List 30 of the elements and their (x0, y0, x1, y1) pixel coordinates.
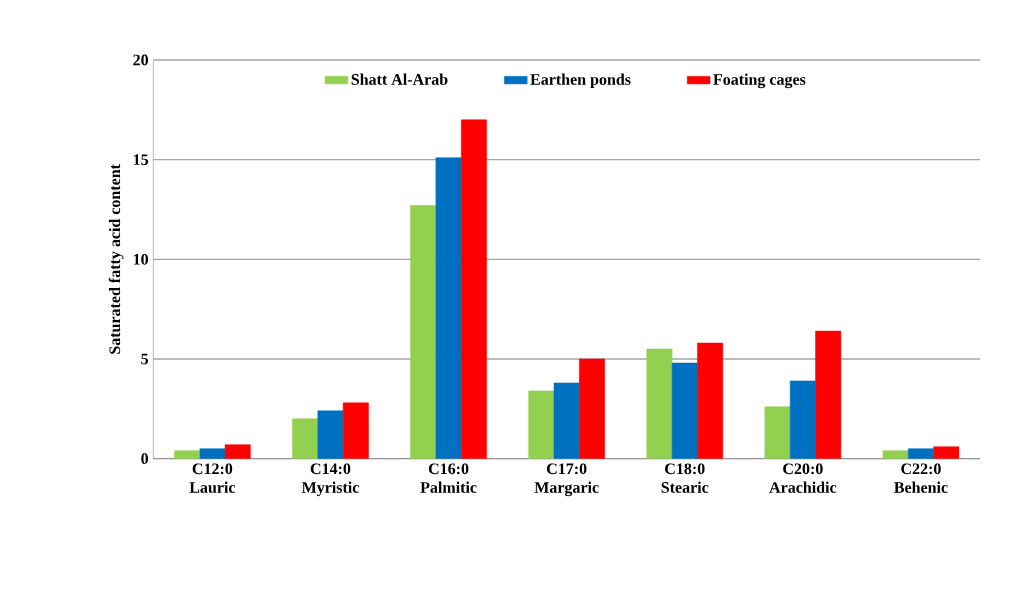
x-tick-label: C12:0 Lauric (189, 463, 236, 493)
legend-label: Earthen ponds (530, 73, 631, 89)
bar (789, 380, 816, 459)
y-tick-label: 20 (133, 54, 149, 66)
y-tick-label: 10 (133, 253, 149, 265)
x-tick-label: C16:0 Palmitic (420, 463, 477, 493)
bar (199, 448, 226, 459)
bar (908, 448, 934, 459)
y-tick-label: 0 (141, 453, 149, 465)
bar (435, 157, 462, 459)
bar (764, 406, 791, 459)
bar (553, 382, 580, 459)
bar (317, 410, 344, 459)
bar (292, 418, 319, 459)
bar (410, 205, 437, 459)
x-tick-label: C18:0 Stearic (661, 463, 709, 493)
legend-label: Shatt Al-Arab (351, 73, 448, 85)
bar (646, 348, 673, 459)
bar (174, 450, 200, 459)
y-tick-label: 5 (141, 353, 149, 365)
bar (671, 362, 698, 459)
y-axis-title: Saturated fatty acid content (108, 164, 124, 354)
x-tick-label: C14:0 Myristic (301, 463, 359, 497)
y-tick-label: 15 (133, 154, 149, 166)
x-tick-label: C22:0 Behenic (894, 463, 948, 493)
legend-label: Foating cages (713, 73, 806, 89)
x-tick-label: C17:0 Margaric (534, 463, 599, 497)
bar (528, 390, 555, 459)
bar (882, 450, 909, 459)
x-tick-label: C20:0 Arachidic (769, 463, 837, 493)
